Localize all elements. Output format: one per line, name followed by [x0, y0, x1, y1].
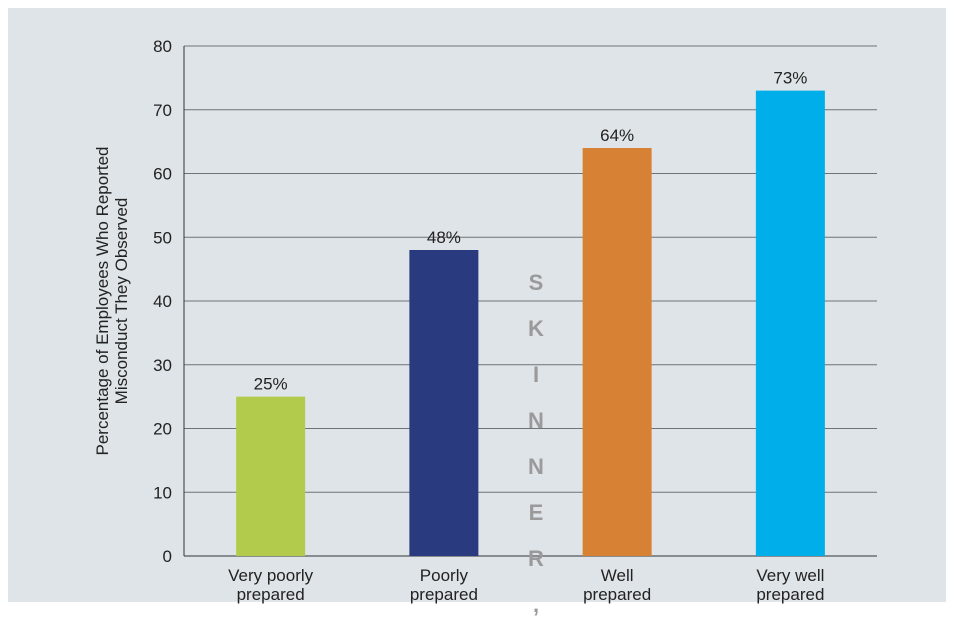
- bar: [409, 250, 479, 556]
- y-axis-label: Percentage of Employees Who ReportedMisc…: [93, 146, 131, 455]
- x-tick-label-line: prepared: [237, 585, 305, 604]
- data-label: 48%: [427, 228, 461, 247]
- y-tick-label: 30: [153, 356, 172, 375]
- data-label: 64%: [600, 126, 634, 145]
- data-label: 73%: [773, 69, 807, 88]
- watermark-letter: N: [528, 454, 544, 479]
- x-tick-label-line: prepared: [583, 585, 651, 604]
- y-tick-label: 20: [153, 420, 172, 439]
- y-tick-label: 10: [153, 483, 172, 502]
- x-tick-label: Poorly prepared: [410, 566, 478, 604]
- x-tick-label-line: Very poorly: [228, 566, 314, 585]
- x-tick-label-line: prepared: [756, 585, 824, 604]
- x-tick-label: Well prepared: [583, 566, 651, 604]
- x-tick-label-line: prepared: [410, 585, 478, 604]
- x-tick-label-line: Very well: [756, 566, 824, 585]
- x-tick-label-line: Well: [601, 566, 634, 585]
- watermark-letter: R: [528, 546, 544, 571]
- watermark-letter: N: [528, 408, 544, 433]
- y-tick-label: 70: [153, 101, 172, 120]
- bar: [755, 90, 825, 556]
- watermark-letter: S: [529, 270, 544, 295]
- y-axis-label-line: Misconduct They Observed: [112, 198, 131, 405]
- bar: [236, 396, 306, 556]
- x-tick-label: Very well prepared: [756, 566, 824, 604]
- y-tick-label: 80: [153, 37, 172, 56]
- x-tick-label: Very poorly prepared: [228, 566, 314, 604]
- data-label: 25%: [254, 375, 288, 394]
- watermark-letter: ,: [533, 592, 539, 617]
- bar: [582, 148, 652, 556]
- y-tick-label: 60: [153, 165, 172, 184]
- y-axis-label-line: Percentage of Employees Who Reported: [93, 146, 112, 455]
- watermark-letter: E: [529, 500, 544, 525]
- watermark-letter: K: [528, 316, 544, 341]
- y-tick-label: 0: [163, 547, 172, 566]
- watermark-letter: I: [533, 362, 539, 387]
- y-tick-label: 50: [153, 228, 172, 247]
- x-tick-label-line: Poorly: [420, 566, 469, 585]
- y-tick-label: 40: [153, 292, 172, 311]
